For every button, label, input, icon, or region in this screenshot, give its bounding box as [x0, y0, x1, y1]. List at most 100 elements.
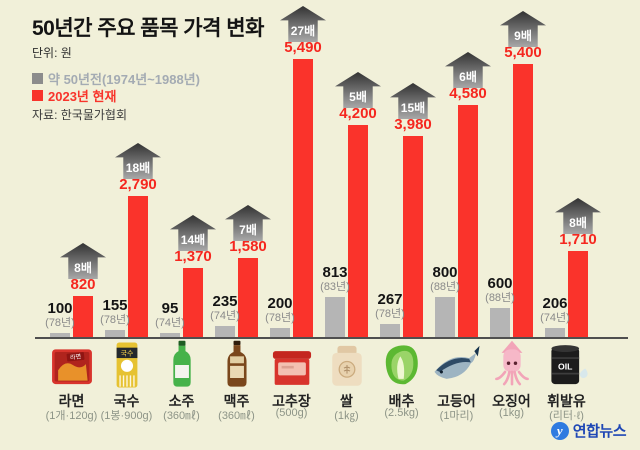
- item-name: 국수: [113, 393, 140, 409]
- item-quantity: (2.5kg): [384, 407, 419, 419]
- item-name: 배추: [388, 393, 415, 409]
- multiplier-badge: 8배: [60, 243, 106, 279]
- item-quantity: (1kg): [498, 407, 525, 419]
- old-value-number: 813: [322, 264, 348, 281]
- item-name: 쌀: [340, 393, 353, 409]
- old-value-year: (83년): [320, 281, 350, 293]
- yonhap-credit: y 연합뉴스: [550, 420, 627, 441]
- multiplier-text: 6배: [459, 70, 477, 84]
- bar-old: [105, 330, 125, 338]
- old-value-number: 95: [161, 300, 179, 317]
- bar-old: [435, 297, 455, 338]
- old-value-label: 813 (83년): [300, 265, 370, 293]
- multiplier-text: 14배: [180, 233, 206, 247]
- mackerel-icon: [429, 339, 485, 391]
- new-value-label: 820: [70, 276, 96, 293]
- item-quantity: (1개·120g): [45, 410, 98, 422]
- yonhap-credit-text: 연합뉴스: [572, 423, 627, 440]
- multiplier-badge: 9배: [500, 11, 546, 47]
- bar-old: [270, 328, 290, 338]
- soju-bottle-icon: [154, 339, 210, 391]
- old-value-number: 206: [542, 295, 568, 312]
- old-value-number: 800: [432, 264, 458, 281]
- old-value-year: (78년): [45, 317, 75, 329]
- bar-new: [513, 64, 533, 338]
- oil-drum-icon: OIL: [539, 339, 595, 391]
- page-title: 50년간 주요 품목 가격 변화: [32, 17, 264, 40]
- bar-new: [568, 251, 588, 338]
- item-name: 휘발유: [547, 393, 586, 409]
- bar-new: [128, 196, 148, 338]
- bar-new: [238, 258, 258, 338]
- multiplier-text: 15배: [400, 101, 426, 115]
- legend-new-swatch-icon: [32, 90, 43, 101]
- old-value-year: (78년): [375, 308, 405, 320]
- legend-old-label: 약 50년전(1974년~1988년): [48, 72, 200, 87]
- multiplier-text: 9배: [514, 29, 532, 43]
- item-name: 오징어: [492, 393, 531, 409]
- item-name: 고등어: [437, 393, 476, 409]
- chart-baseline: [35, 337, 628, 339]
- gochujang-tub-icon: [264, 339, 320, 391]
- old-value-label: 95 (74년): [135, 301, 205, 329]
- multiplier-badge: 8배: [555, 198, 601, 234]
- legend-new-label: 2023년 현재: [48, 89, 117, 104]
- old-value-label: 100 (78년): [25, 301, 95, 329]
- chart-legend: 약 50년전(1974년~1988년) 2023년 현재: [32, 70, 200, 104]
- old-value-number: 600: [487, 275, 513, 292]
- bar-old: [545, 328, 565, 338]
- old-value-label: 600 (88년): [465, 276, 535, 304]
- old-value-number: 155: [102, 297, 128, 314]
- item-name: 고추장: [272, 393, 311, 409]
- bar-old: [325, 297, 345, 338]
- old-value-label: 206 (74년): [520, 296, 590, 324]
- bar-new: [403, 136, 423, 338]
- old-value-number: 267: [377, 291, 403, 308]
- beer-bottle-icon: [209, 339, 265, 391]
- old-value-label: 235 (74년): [190, 294, 260, 322]
- unit-label: 단위: 원: [32, 46, 72, 60]
- new-value-label: 5,490: [284, 39, 322, 56]
- new-value-label: 4,580: [449, 85, 487, 102]
- squid-icon: [484, 339, 540, 391]
- item-quantity: (1봉·900g): [100, 410, 153, 422]
- cabbage-icon: [374, 339, 430, 391]
- multiplier-badge: 7배: [225, 205, 271, 241]
- item-quantity: (1㎏): [334, 410, 359, 422]
- yonhap-logo-icon: y: [550, 421, 569, 440]
- multiplier-text: 8배: [569, 216, 587, 230]
- legend-item-old: 약 50년전(1974년~1988년): [32, 70, 200, 87]
- old-value-label: 200 (78년): [245, 296, 315, 324]
- old-value-label: 800 (88년): [410, 265, 480, 293]
- bar-old: [490, 308, 510, 338]
- old-value-label: 267 (78년): [355, 292, 425, 320]
- old-value-number: 200: [267, 295, 293, 312]
- new-value-label: 2,790: [119, 176, 157, 193]
- bar-new: [183, 268, 203, 338]
- multiplier-badge: 5배: [335, 72, 381, 108]
- rice-sack-icon: [319, 339, 375, 391]
- multiplier-text: 7배: [239, 223, 257, 237]
- multiplier-badge: 27배: [280, 6, 326, 42]
- legend-item-new: 2023년 현재: [32, 87, 200, 104]
- old-value-year: (74년): [540, 312, 570, 324]
- old-value-year: (88년): [430, 281, 460, 293]
- multiplier-text: 5배: [349, 90, 367, 104]
- bar-old: [160, 333, 180, 338]
- bar-new: [73, 296, 93, 338]
- item-name: 소주: [168, 393, 195, 409]
- svg-text:라면: 라면: [69, 352, 81, 361]
- new-value-label: 3,980: [394, 116, 432, 133]
- multiplier-text: 27배: [290, 24, 316, 38]
- item-name: 라면: [58, 393, 85, 409]
- bar-new: [458, 105, 478, 338]
- svg-text:국수: 국수: [120, 349, 133, 357]
- new-value-label: 5,400: [504, 44, 542, 61]
- bar-old: [215, 326, 235, 338]
- multiplier-badge: 18배: [115, 143, 161, 179]
- noodle-pack-icon: 국수: [99, 339, 155, 391]
- new-value-label: 1,580: [229, 238, 267, 255]
- item-quantity: (500g): [275, 407, 308, 419]
